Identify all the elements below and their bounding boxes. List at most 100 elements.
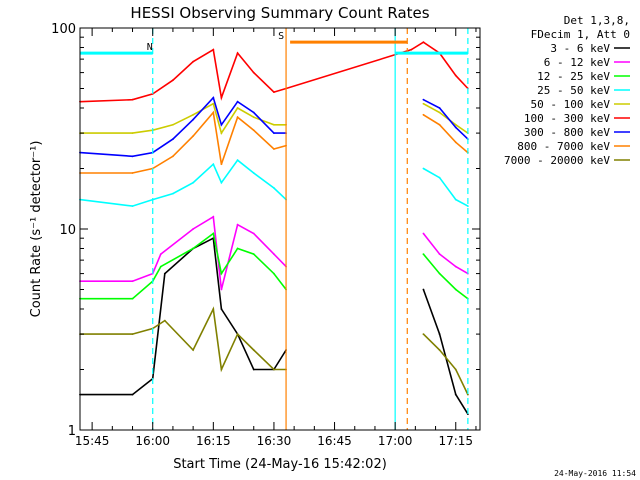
marker-layer: NS bbox=[80, 28, 469, 430]
series-8-point-8 bbox=[252, 349, 255, 351]
series-3-point-3 bbox=[172, 192, 174, 195]
series-3-point-5 bbox=[212, 163, 215, 166]
series-8-point-12 bbox=[438, 349, 441, 351]
series-8-point-9 bbox=[273, 368, 275, 371]
series-3-point-9 bbox=[273, 187, 275, 189]
series-4-point-6 bbox=[220, 132, 223, 134]
series-2-point-5 bbox=[212, 232, 215, 235]
series-2-point-9 bbox=[273, 272, 275, 275]
series-0-point-11 bbox=[422, 288, 425, 291]
x-axis-label: Start Time (24-May-16 15:42:02) bbox=[173, 457, 387, 472]
series-4-point-12 bbox=[438, 111, 441, 114]
series-0-point-13 bbox=[454, 393, 457, 396]
series-7-point-6 bbox=[220, 163, 223, 166]
series-7-point-1 bbox=[131, 172, 134, 174]
series-1-point-11 bbox=[422, 232, 425, 235]
series-3-point-14 bbox=[466, 205, 469, 207]
y-tick-label-0: 1 bbox=[68, 424, 76, 439]
series-8-point-4 bbox=[192, 349, 195, 351]
series-4-point-3 bbox=[172, 123, 174, 126]
series-2-point-3 bbox=[159, 265, 162, 268]
series-1-point-12 bbox=[438, 253, 441, 256]
series-6-point-6 bbox=[220, 123, 223, 126]
chart-title: HESSI Observing Summary Count Rates bbox=[130, 4, 429, 22]
series-7-point-9 bbox=[273, 148, 275, 150]
y-tick-label-1: 10 bbox=[59, 223, 76, 238]
series-6-point-13 bbox=[454, 126, 457, 129]
series-1-point-5 bbox=[212, 215, 215, 218]
x-tick-label-0: 15:45 bbox=[75, 434, 110, 448]
x-tick-label-2: 16:15 bbox=[196, 434, 231, 448]
series-2-point-11 bbox=[422, 253, 425, 256]
footer-timestamp: 24-May-2016 11:54 bbox=[554, 469, 636, 478]
series-1-point-1 bbox=[131, 280, 134, 283]
legend-header-line-2: FDecim 1, Att 0 bbox=[531, 28, 630, 41]
series-line-5 bbox=[79, 41, 469, 103]
series-7-point-11 bbox=[422, 113, 425, 116]
series-8-point-1 bbox=[131, 333, 134, 335]
series-7-point-3 bbox=[172, 155, 174, 158]
series-4-point-9 bbox=[273, 123, 275, 126]
series-2-point-8 bbox=[252, 253, 255, 256]
y-axis-label: Count Rate (s⁻¹ detector⁻¹) bbox=[29, 141, 44, 318]
series-1-point-3 bbox=[159, 253, 162, 256]
series-3-point-8 bbox=[252, 172, 255, 174]
series-2-point-4 bbox=[192, 247, 195, 250]
series-7-point-5 bbox=[212, 111, 215, 114]
series-5-point-5 bbox=[212, 48, 215, 51]
series-6-point-1 bbox=[131, 155, 134, 158]
legend-label-8: 7000 - 20000 keV bbox=[504, 154, 610, 167]
series-3-point-13 bbox=[454, 198, 457, 201]
legend-header-line-1: Det 1,3,8, bbox=[564, 14, 630, 27]
series-0-point-1 bbox=[131, 393, 134, 396]
legend-label-3: 25 - 50 keV bbox=[537, 84, 610, 97]
series-8-point-14 bbox=[466, 393, 469, 396]
x-tick-label-4: 16:45 bbox=[317, 434, 352, 448]
series-7-point-12 bbox=[438, 123, 441, 126]
series-6-point-9 bbox=[273, 132, 275, 134]
series-5-point-6 bbox=[220, 96, 223, 99]
series-6-point-3 bbox=[172, 138, 174, 141]
series-4-point-4 bbox=[192, 113, 195, 116]
series-3-point-6 bbox=[220, 181, 223, 184]
y-tick-label-2: 100 bbox=[51, 22, 76, 37]
legend-label-7: 800 - 7000 keV bbox=[517, 140, 610, 153]
series-0-point-3 bbox=[163, 272, 166, 275]
series-8-point-13 bbox=[454, 368, 457, 371]
x-tick-label-5: 17:00 bbox=[378, 434, 413, 448]
series-0-point-8 bbox=[252, 368, 255, 371]
series-6-point-12 bbox=[438, 107, 441, 109]
series-0-point-12 bbox=[438, 333, 441, 335]
series-5-point-4 bbox=[192, 60, 195, 63]
series-3-point-1 bbox=[131, 205, 134, 207]
x-tick-label-1: 16:00 bbox=[135, 434, 170, 448]
series-3-point-7 bbox=[236, 159, 239, 162]
series-4-point-7 bbox=[236, 107, 239, 109]
series-0-point-6 bbox=[220, 308, 223, 310]
series-1-point-13 bbox=[454, 265, 457, 268]
series-2-point-6 bbox=[220, 272, 223, 275]
legend-label-2: 12 - 25 keV bbox=[537, 70, 610, 83]
series-6-point-5 bbox=[212, 96, 215, 99]
series-4-point-13 bbox=[454, 123, 457, 126]
annotation-label-0: N bbox=[147, 42, 153, 53]
series-1-point-4 bbox=[192, 228, 195, 230]
series-4-point-8 bbox=[252, 116, 255, 119]
series-5-point-8 bbox=[252, 71, 255, 74]
series-1-point-8 bbox=[252, 232, 255, 235]
series-2-point-12 bbox=[438, 272, 441, 275]
legend-label-0: 3 - 6 keV bbox=[550, 42, 610, 55]
series-4-point-11 bbox=[422, 102, 425, 105]
series-5-point-7 bbox=[236, 52, 239, 55]
annotation-label-1: S bbox=[278, 31, 284, 42]
series-3-point-11 bbox=[422, 167, 425, 170]
series-7-point-8 bbox=[252, 129, 255, 132]
series-2-point-13 bbox=[454, 288, 457, 291]
legend-label-6: 300 - 800 keV bbox=[524, 126, 610, 139]
series-8-point-3 bbox=[163, 319, 166, 322]
series-1-point-6 bbox=[220, 288, 223, 291]
legend-label-1: 6 - 12 keV bbox=[544, 56, 611, 69]
